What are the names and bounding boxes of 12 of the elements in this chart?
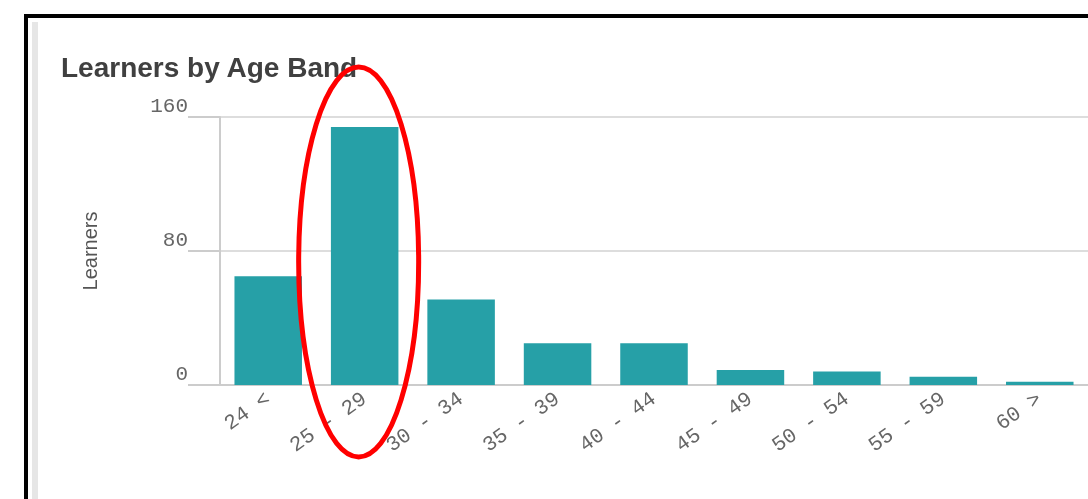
x-tick-label: 60 >: [991, 387, 1047, 436]
x-tick-label: 35 - 39: [478, 387, 565, 458]
x-tick-label: 24 <: [220, 387, 275, 436]
x-tick-label: 50 - 54: [768, 387, 854, 458]
y-axis-title: Learners: [79, 211, 101, 291]
x-tick-label: 55 - 59: [864, 387, 950, 458]
y-tick-label: 0: [175, 363, 188, 386]
y-tick-label: 160: [150, 95, 188, 118]
x-tick-label: 45 - 49: [671, 387, 758, 458]
y-tick-label: 80: [162, 229, 188, 252]
x-tick-label: 30 - 34: [382, 387, 468, 458]
x-tick-label: 40 - 44: [575, 387, 661, 458]
